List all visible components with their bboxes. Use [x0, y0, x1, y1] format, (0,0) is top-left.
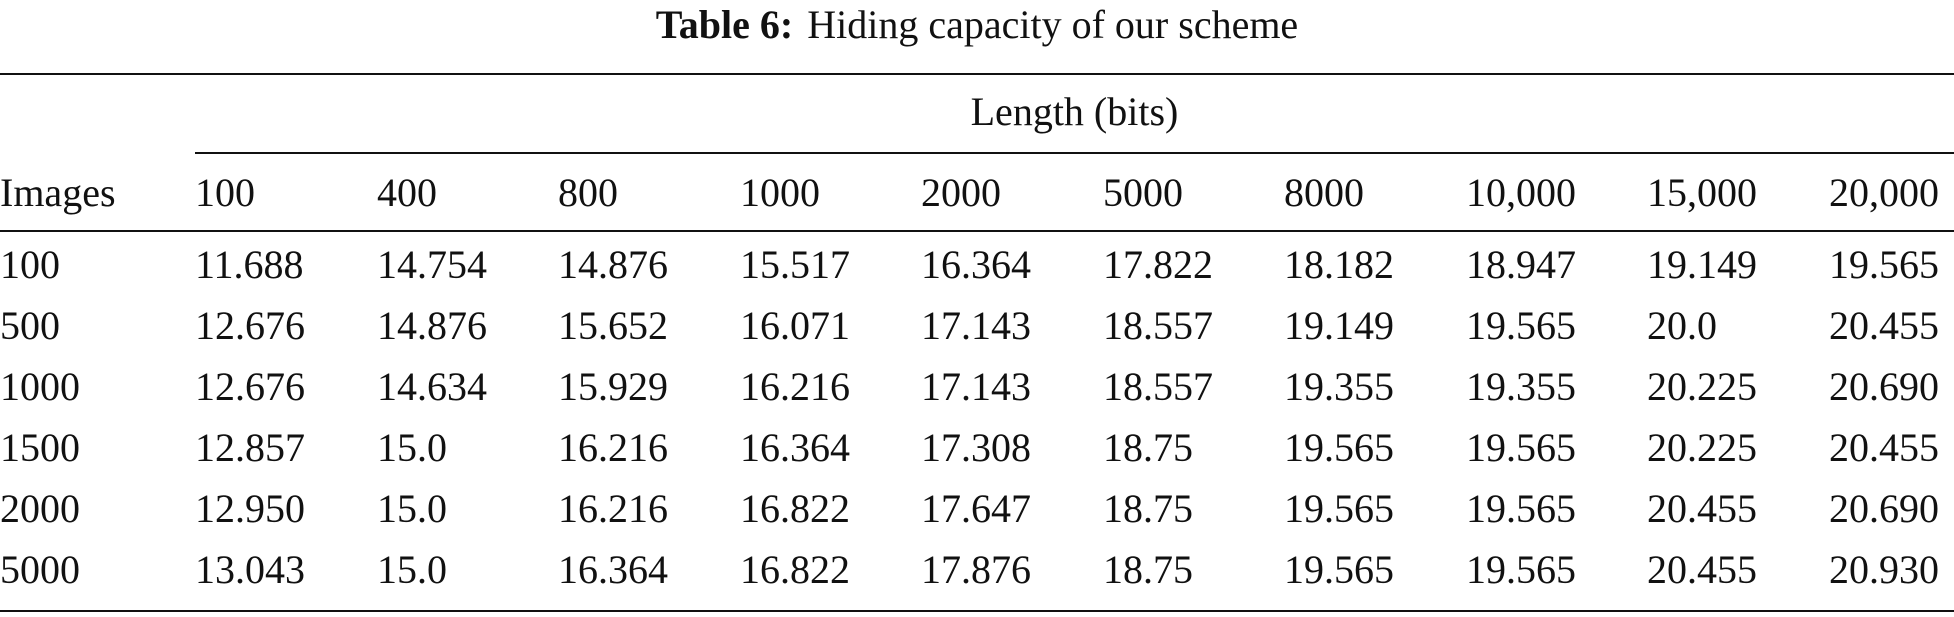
- value-cell: 15.0: [377, 425, 447, 470]
- value-cell: 19.565: [1284, 486, 1394, 531]
- value-cell: 20.225: [1647, 364, 1757, 409]
- images-cell: 1500: [0, 425, 80, 470]
- value-cell: 20.455: [1829, 425, 1939, 470]
- images-cell: 2000: [0, 486, 80, 531]
- value-cell: 16.822: [740, 486, 850, 531]
- value-cell: 14.876: [558, 242, 668, 287]
- value-cell: 18.75: [1103, 547, 1193, 592]
- table-row: 5000 13.043 15.0 16.364 16.822 17.876 18…: [0, 539, 1954, 600]
- column-header: 400: [377, 170, 437, 215]
- length-group-header: Length (bits): [970, 89, 1179, 134]
- hiding-capacity-table: Images 100 400 800 1000 2000 5000 8000 1…: [0, 162, 1954, 600]
- value-cell: 15.0: [377, 547, 447, 592]
- value-cell: 18.182: [1284, 242, 1394, 287]
- bottom-rule: [0, 610, 1954, 612]
- value-cell: 16.364: [558, 547, 668, 592]
- images-cell: 1000: [0, 364, 80, 409]
- value-cell: 20.455: [1829, 303, 1939, 348]
- value-cell: 18.557: [1103, 364, 1213, 409]
- value-cell: 16.216: [558, 486, 668, 531]
- value-cell: 20.690: [1829, 364, 1939, 409]
- value-cell: 17.143: [921, 364, 1031, 409]
- value-cell: 16.364: [740, 425, 850, 470]
- value-cell: 17.308: [921, 425, 1031, 470]
- value-cell: 12.676: [195, 364, 305, 409]
- column-header: 10,000: [1466, 170, 1576, 215]
- group-header-rule: [195, 152, 1954, 154]
- value-cell: 18.75: [1103, 425, 1193, 470]
- images-cell: 5000: [0, 547, 80, 592]
- value-cell: 16.216: [740, 364, 850, 409]
- value-cell: 20.455: [1647, 486, 1757, 531]
- value-cell: 19.355: [1284, 364, 1394, 409]
- value-cell: 20.455: [1647, 547, 1757, 592]
- table-row: 100 11.688 14.754 14.876 15.517 16.364 1…: [0, 234, 1954, 295]
- header-spacer: [0, 224, 1954, 234]
- value-cell: 11.688: [195, 242, 304, 287]
- value-cell: 19.565: [1466, 547, 1576, 592]
- table-row: 2000 12.950 15.0 16.216 16.822 17.647 18…: [0, 478, 1954, 539]
- value-cell: 16.822: [740, 547, 850, 592]
- column-header: 15,000: [1647, 170, 1757, 215]
- value-cell: 19.565: [1284, 547, 1394, 592]
- column-header: 1000: [740, 170, 820, 215]
- value-cell: 17.822: [1103, 242, 1213, 287]
- value-cell: 19.565: [1284, 425, 1394, 470]
- column-header: 5000: [1103, 170, 1183, 215]
- table-caption: Table 6: Hiding capacity of our scheme: [0, 0, 1954, 52]
- column-header: 800: [558, 170, 618, 215]
- value-cell: 15.652: [558, 303, 668, 348]
- value-cell: 14.634: [377, 364, 487, 409]
- column-header-row: Images 100 400 800 1000 2000 5000 8000 1…: [0, 162, 1954, 224]
- column-header: 2000: [921, 170, 1001, 215]
- column-header: 20,000: [1829, 170, 1939, 215]
- value-cell: 12.676: [195, 303, 305, 348]
- images-cell: 500: [0, 303, 60, 348]
- column-header: 8000: [1284, 170, 1364, 215]
- table-row: 1000 12.676 14.634 15.929 16.216 17.143 …: [0, 356, 1954, 417]
- value-cell: 13.043: [195, 547, 305, 592]
- value-cell: 19.565: [1466, 425, 1576, 470]
- table-row: 500 12.676 14.876 15.652 16.071 17.143 1…: [0, 295, 1954, 356]
- value-cell: 19.355: [1466, 364, 1576, 409]
- column-header: 100: [195, 170, 255, 215]
- value-cell: 19.565: [1466, 486, 1576, 531]
- value-cell: 19.565: [1466, 303, 1576, 348]
- value-cell: 20.0: [1647, 303, 1717, 348]
- value-cell: 19.149: [1284, 303, 1394, 348]
- caption-text: Hiding capacity of our scheme: [807, 2, 1299, 47]
- value-cell: 12.857: [195, 425, 305, 470]
- value-cell: 14.754: [377, 242, 487, 287]
- images-cell: 100: [0, 242, 60, 287]
- header-bottom-rule: [0, 230, 1954, 232]
- value-cell: 17.647: [921, 486, 1031, 531]
- value-cell: 20.225: [1647, 425, 1757, 470]
- value-cell: 20.690: [1829, 486, 1939, 531]
- caption-label: Table 6:: [655, 2, 794, 47]
- value-cell: 15.517: [740, 242, 850, 287]
- value-cell: 16.364: [921, 242, 1031, 287]
- table-row: 1500 12.857 15.0 16.216 16.364 17.308 18…: [0, 417, 1954, 478]
- value-cell: 12.950: [195, 486, 305, 531]
- value-cell: 19.149: [1647, 242, 1757, 287]
- value-cell: 15.929: [558, 364, 668, 409]
- value-cell: 14.876: [377, 303, 487, 348]
- value-cell: 20.930: [1829, 547, 1939, 592]
- images-column-header: Images: [0, 170, 116, 215]
- value-cell: 16.071: [740, 303, 850, 348]
- value-cell: 18.75: [1103, 486, 1193, 531]
- value-cell: 18.557: [1103, 303, 1213, 348]
- value-cell: 16.216: [558, 425, 668, 470]
- value-cell: 15.0: [377, 486, 447, 531]
- value-cell: 18.947: [1466, 242, 1576, 287]
- value-cell: 19.565: [1829, 242, 1939, 287]
- top-rule: [0, 73, 1954, 75]
- value-cell: 17.143: [921, 303, 1031, 348]
- value-cell: 17.876: [921, 547, 1031, 592]
